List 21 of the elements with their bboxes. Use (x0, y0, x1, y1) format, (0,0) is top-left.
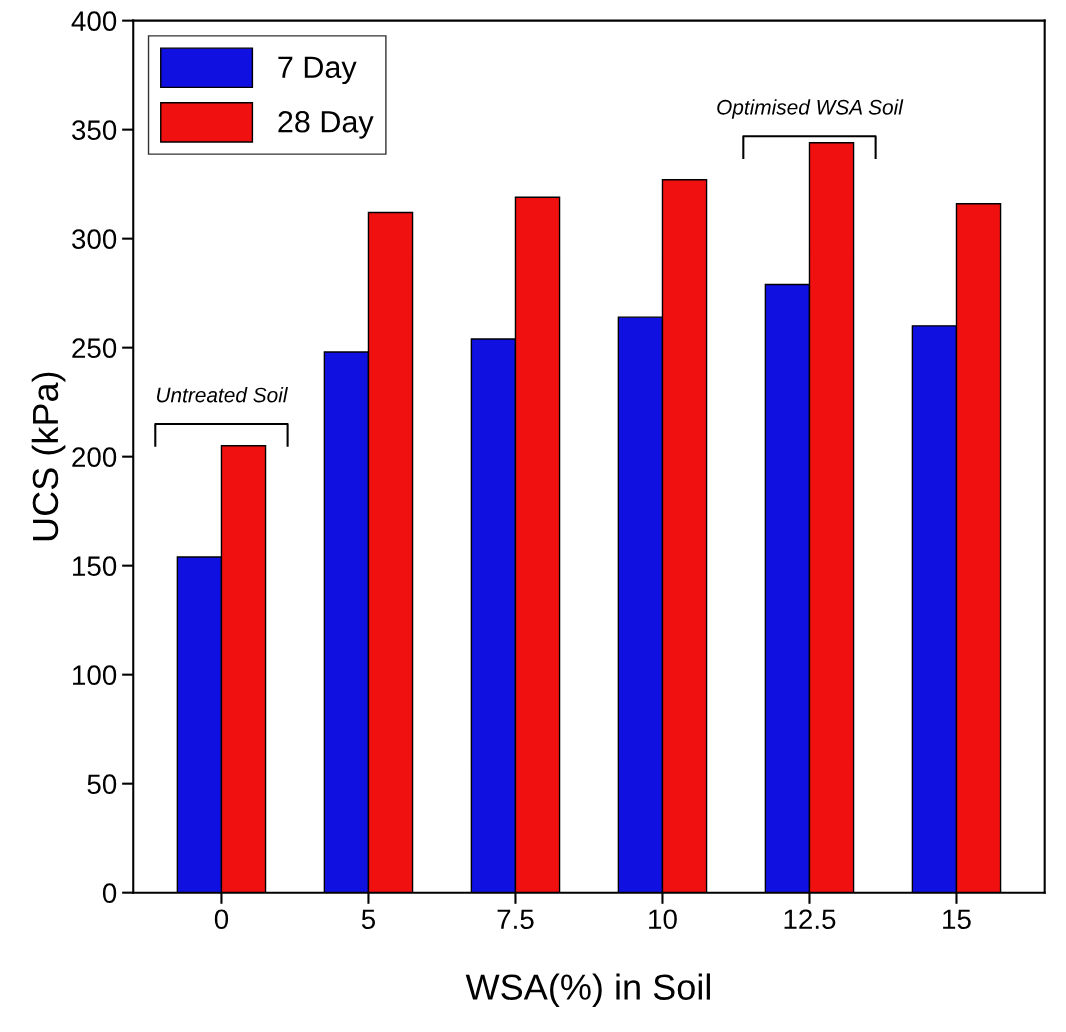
x-axis-title: WSA(%) in Soil (465, 973, 710, 1008)
y-tick-label: 350 (72, 120, 117, 140)
y-tick-label: 200 (72, 447, 117, 467)
x-tick-label: 7.5 (497, 909, 534, 930)
x-tick-label: 5 (361, 909, 376, 930)
y-tick-label: 0 (102, 883, 117, 904)
y-tick-label: 250 (72, 338, 117, 358)
y-tick-label: 100 (73, 665, 117, 686)
annotation: Optimised WSA Soil (717, 99, 904, 119)
y-tick-label: 150 (73, 556, 117, 576)
x-tick-label: 10 (649, 909, 677, 930)
y-tick-label: 400 (71, 11, 117, 31)
y-tick-label: 50 (87, 774, 117, 795)
y-tick-label: 300 (72, 229, 117, 249)
y-axis-title: UCS (kPa) (31, 372, 66, 541)
annotation: Untreated Soil (157, 387, 288, 403)
legend-label: 28 Day (278, 110, 374, 139)
legend-label: 7 Day (278, 56, 357, 85)
x-tick-label: 15 (943, 909, 971, 930)
x-tick-label: 0 (214, 909, 229, 930)
x-tick-label: 12.5 (784, 909, 836, 930)
